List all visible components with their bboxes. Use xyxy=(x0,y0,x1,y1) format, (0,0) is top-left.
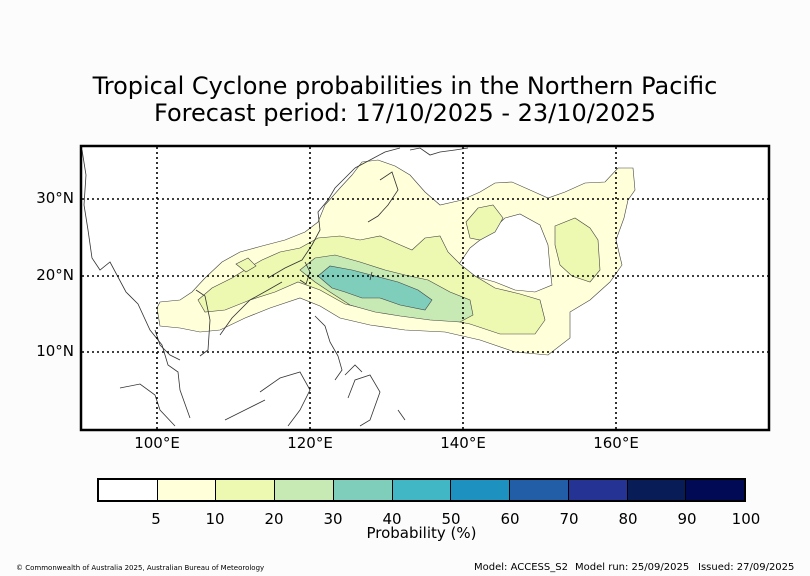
lon-label-140e: 140°E xyxy=(440,434,486,452)
colorbar-tick-label: 10 xyxy=(205,510,225,528)
chart-title-line1: Tropical Cyclone probabilities in the No… xyxy=(92,72,718,100)
chart-title-line2: Forecast period: 17/10/2025 - 23/10/2025 xyxy=(154,99,656,127)
colorbar-tick-label: 30 xyxy=(323,510,343,528)
contour-10-20-north xyxy=(465,204,504,241)
colorbar-segment xyxy=(510,480,569,500)
contour-30-40 xyxy=(317,265,433,311)
issued-label: Issued: 27/09/2025 xyxy=(698,562,795,573)
colorbar xyxy=(97,478,746,502)
colorbar-segment xyxy=(275,480,334,500)
contour-10-20-west xyxy=(235,257,257,273)
lat-label-10n: 10°N xyxy=(36,342,74,360)
colorbar-segment xyxy=(627,480,687,500)
map-frame xyxy=(79,144,771,432)
lon-label-100e: 100°E xyxy=(134,434,180,452)
colorbar-segment xyxy=(157,480,217,500)
colorbar-tick-label: 70 xyxy=(559,510,579,528)
lon-label-160e: 160°E xyxy=(593,434,639,452)
lat-label-20n: 20°N xyxy=(36,266,74,284)
colorbar-tick-label: 60 xyxy=(500,510,520,528)
colorbar-segment xyxy=(568,480,628,500)
colorbar-segment xyxy=(686,480,745,500)
contour-10-20-east xyxy=(554,217,601,283)
colorbar-segment xyxy=(451,480,511,500)
colorbar-tick-label: 90 xyxy=(677,510,697,528)
model-label: Model: ACCESS_S2 xyxy=(474,562,568,573)
graticule xyxy=(82,147,768,429)
colorbar-tick-label: 40 xyxy=(382,510,402,528)
lon-label-120e: 120°E xyxy=(287,434,333,452)
model-run-label: Model run: 25/09/2025 xyxy=(575,562,690,573)
colorbar-tick-label: 80 xyxy=(618,510,638,528)
colorbar-tick-label: 5 xyxy=(151,510,161,528)
colorbar-label: Probability (%) xyxy=(366,524,477,542)
colorbar-tick-label: 50 xyxy=(441,510,461,528)
coastlines xyxy=(81,147,469,427)
colorbar-tick-label: 100 xyxy=(731,510,761,528)
copyright-notice: © Commonwealth of Australia 2025, Austra… xyxy=(16,564,265,572)
colorbar-segment xyxy=(99,480,158,500)
lat-label-30n: 30°N xyxy=(36,189,74,207)
colorbar-segment xyxy=(216,480,276,500)
colorbar-tick-label: 20 xyxy=(264,510,284,528)
probability-contours xyxy=(156,159,636,356)
colorbar-segment xyxy=(333,480,393,500)
colorbar-segment xyxy=(392,480,452,500)
